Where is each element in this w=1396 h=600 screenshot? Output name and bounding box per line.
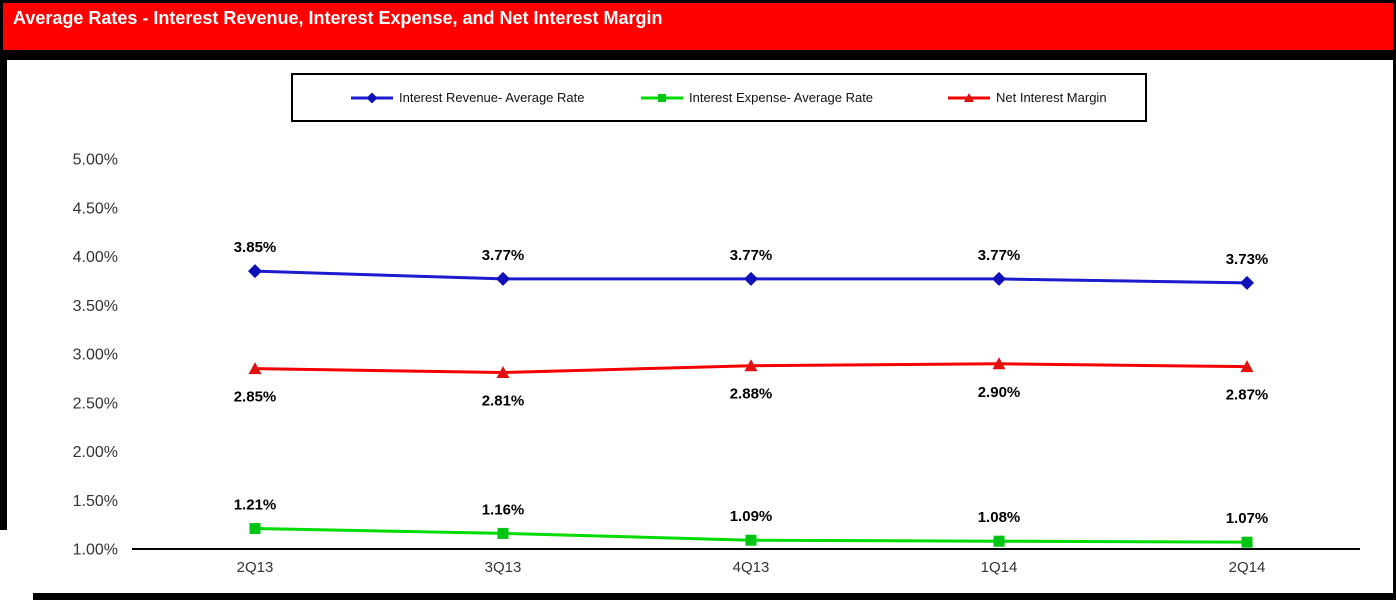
triangle-marker-icon xyxy=(992,357,1006,370)
x-axis-tick-label: 2Q13 xyxy=(237,559,274,576)
data-label: 3.73% xyxy=(1226,251,1269,268)
triangle-marker-icon xyxy=(964,92,974,102)
triangle-marker-icon xyxy=(1240,360,1254,373)
y-axis-tick-label: 4.50% xyxy=(73,200,118,217)
y-axis-tick-label: 1.50% xyxy=(73,493,118,510)
diamond-marker-icon xyxy=(744,271,758,286)
title-bar-separator xyxy=(0,50,1396,60)
data-label: 1.21% xyxy=(234,497,277,514)
legend-item-interest-expense: Interest Expense- Average Rate xyxy=(641,75,873,120)
x-axis-tick-label: 1Q14 xyxy=(981,559,1018,576)
y-axis-tick-label: 3.50% xyxy=(73,298,118,315)
legend-label-interest-revenue: Interest Revenue- Average Rate xyxy=(399,90,585,105)
y-axis-tick-label: 4.00% xyxy=(73,249,118,266)
data-label: 2.88% xyxy=(730,386,773,403)
red-triangle-line-icon xyxy=(948,91,990,105)
square-marker-icon xyxy=(745,534,757,546)
data-label: 2.90% xyxy=(978,384,1021,401)
data-label: 3.77% xyxy=(730,247,773,264)
data-label: 1.16% xyxy=(482,501,525,518)
y-axis-tick-label: 2.00% xyxy=(73,444,118,461)
data-label: 2.87% xyxy=(1226,387,1269,404)
data-label: 3.77% xyxy=(482,247,525,264)
y-axis-tick-label: 3.00% xyxy=(73,347,118,364)
data-label: 1.09% xyxy=(730,508,773,525)
triangle-marker-icon xyxy=(496,366,510,379)
y-axis-tick-label: 5.00% xyxy=(73,152,118,169)
x-axis-tick-label: 3Q13 xyxy=(485,559,522,576)
page-border-top xyxy=(0,0,1396,3)
x-axis-tick-label: 4Q13 xyxy=(733,559,770,576)
legend-label-net-interest-margin: Net Interest Margin xyxy=(996,90,1107,105)
data-label: 2.81% xyxy=(482,393,525,410)
triangle-marker-icon xyxy=(744,359,758,372)
y-axis-tick-label: 1.00% xyxy=(73,542,118,559)
data-label: 3.85% xyxy=(234,239,277,256)
legend-label-interest-expense: Interest Expense- Average Rate xyxy=(689,90,874,105)
page-border-left xyxy=(0,0,7,530)
diamond-marker-icon xyxy=(248,264,262,279)
x-axis-tick-label: 2Q14 xyxy=(1229,559,1266,576)
square-marker-icon xyxy=(993,535,1005,547)
green-square-line-icon xyxy=(641,91,683,105)
square-marker-icon xyxy=(1241,536,1253,548)
chart-title: Average Rates - Interest Revenue, Intere… xyxy=(13,8,663,28)
y-axis-tick-label: 2.50% xyxy=(73,395,118,412)
diamond-marker-icon xyxy=(496,271,510,286)
data-label: 2.85% xyxy=(234,389,277,406)
triangle-marker-icon xyxy=(248,362,262,375)
legend-item-net-interest-margin: Net Interest Margin xyxy=(948,75,1107,120)
legend-item-interest-revenue: Interest Revenue- Average Rate xyxy=(351,75,585,120)
data-label: 3.77% xyxy=(978,247,1021,264)
page-border-right xyxy=(1393,0,1396,600)
diamond-marker-icon xyxy=(366,92,378,103)
square-marker-icon xyxy=(497,527,509,539)
blue-diamond-line-icon xyxy=(351,91,393,105)
diamond-marker-icon xyxy=(1240,275,1254,290)
diamond-marker-icon xyxy=(992,271,1006,286)
chart-legend: Interest Revenue- Average Rate Interest … xyxy=(291,73,1147,122)
square-marker-icon xyxy=(658,93,666,102)
data-label: 1.08% xyxy=(978,509,1021,526)
square-marker-icon xyxy=(249,523,261,535)
page-border-bottom xyxy=(33,593,1396,600)
title-bar: Average Rates - Interest Revenue, Intere… xyxy=(3,3,1393,50)
data-label: 1.07% xyxy=(1226,510,1269,527)
